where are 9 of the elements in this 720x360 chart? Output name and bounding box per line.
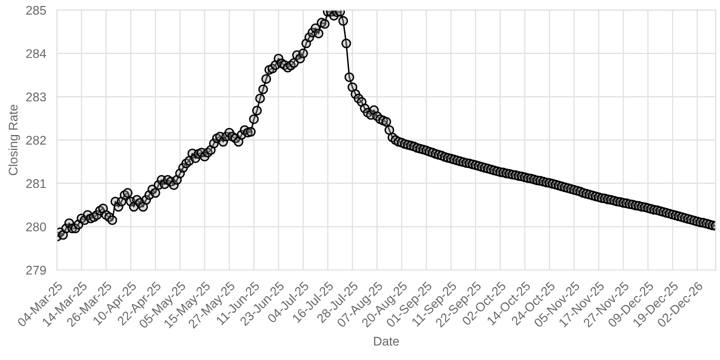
- x-axis-title: Date: [374, 336, 399, 346]
- y-tick-label: 285: [26, 6, 46, 15]
- y-tick-label: 279: [26, 266, 46, 275]
- y-tick-label: 281: [26, 179, 46, 188]
- y-tick-label: 280: [26, 222, 46, 232]
- y-tick-label: 284: [26, 49, 46, 58]
- y-tick-label: 282: [26, 136, 46, 145]
- y-tick-label: 283: [26, 92, 46, 102]
- y-axis-title: Closing Rate: [8, 104, 20, 176]
